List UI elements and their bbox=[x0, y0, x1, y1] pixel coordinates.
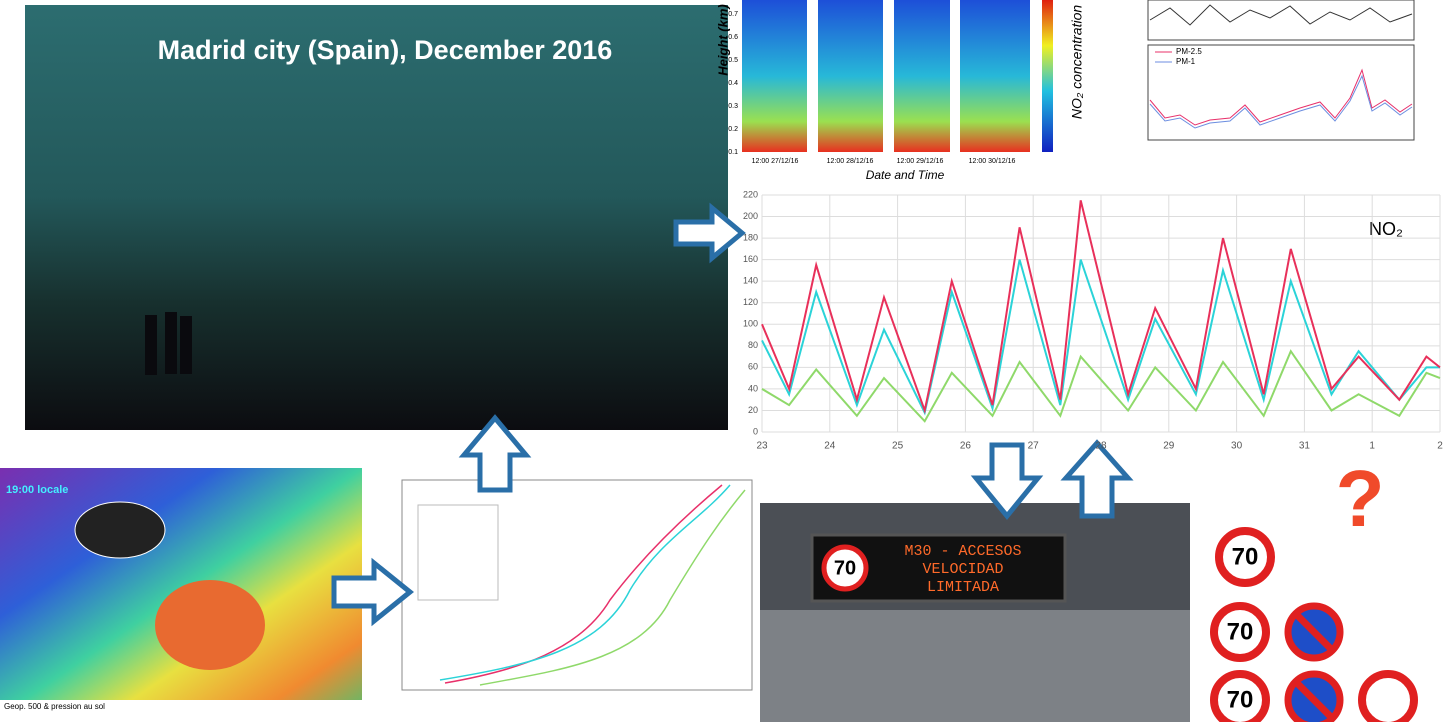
map-footer-bg bbox=[0, 700, 362, 722]
x-tick-label: 29 bbox=[1163, 441, 1175, 452]
x-tick-label: 1 bbox=[1369, 441, 1375, 452]
y-tick-label: 100 bbox=[743, 319, 758, 329]
heatmap-x-tick: 12:00 30/12/16 bbox=[969, 158, 1016, 165]
speed-sign bbox=[1210, 670, 1270, 722]
profile-line bbox=[479, 489, 746, 686]
arrow-right bbox=[331, 557, 414, 627]
x-tick-label: 28 bbox=[1095, 441, 1107, 452]
no-parking-bar bbox=[1293, 611, 1335, 653]
heatmap-y-tick: 0.7 bbox=[728, 11, 738, 18]
heatmap-panel bbox=[894, 0, 950, 152]
temperature-profile bbox=[401, 479, 753, 691]
x-tick-label: 31 bbox=[1299, 441, 1311, 452]
heatmap-y-tick: 0.3 bbox=[728, 103, 738, 110]
x-tick-label: 2 bbox=[1437, 441, 1443, 452]
profile-line bbox=[444, 484, 723, 684]
speed-sign bbox=[1210, 602, 1270, 662]
tower bbox=[180, 316, 192, 374]
x-tick-label: 24 bbox=[824, 441, 836, 452]
arrow-right bbox=[673, 202, 746, 264]
x-tick-label: 26 bbox=[960, 441, 972, 452]
particle-line bbox=[1149, 4, 1413, 26]
x-tick-label: 25 bbox=[892, 441, 904, 452]
y-tick-label: 200 bbox=[743, 211, 758, 221]
x-tick-label: 27 bbox=[1028, 441, 1040, 452]
photo-title: Madrid city (Spain), December 2016 bbox=[158, 35, 613, 65]
series-label: NO₂ bbox=[1369, 219, 1403, 239]
no-vehicles-sign bbox=[1358, 670, 1418, 722]
sign-line: VELOCIDAD bbox=[922, 561, 1003, 578]
profile-line bbox=[439, 484, 731, 681]
speed-sign-text: 70 bbox=[1227, 618, 1254, 645]
road-signs: ? 70 70 70 bbox=[1210, 454, 1418, 722]
sign-line: LIMITADA bbox=[927, 579, 999, 596]
pm-top-frame bbox=[1147, 0, 1415, 41]
tower bbox=[165, 312, 177, 374]
warm-region bbox=[155, 580, 265, 670]
y-tick-label: 220 bbox=[743, 189, 758, 199]
sign-line: M30 - ACCESOS bbox=[904, 543, 1021, 560]
heatmap-y-tick: 0.2 bbox=[728, 126, 738, 133]
heatmap-y-tick: 0.1 bbox=[728, 149, 738, 156]
colorbar-label: NO₂ concentration bbox=[1069, 5, 1085, 119]
y-tick-label: 160 bbox=[743, 254, 758, 264]
y-tick-label: 0 bbox=[753, 426, 758, 436]
heatmap-y-tick: 0.6 bbox=[728, 34, 738, 41]
colorbar bbox=[1042, 0, 1053, 152]
map-footer: Geop. 500 & pression au sol bbox=[4, 702, 105, 711]
profile-legend bbox=[417, 504, 499, 601]
y-tick-label: 140 bbox=[743, 276, 758, 286]
sign-speed-circle bbox=[821, 544, 869, 592]
road bbox=[760, 610, 1190, 722]
x-tick-label: 23 bbox=[756, 441, 768, 452]
speed-sign-text: 70 bbox=[1227, 686, 1254, 713]
speed-sign bbox=[1215, 527, 1275, 587]
pm-frame bbox=[1147, 44, 1415, 141]
x-tick-label: 30 bbox=[1231, 441, 1243, 452]
legend-label: PM-1 bbox=[1176, 57, 1196, 66]
no-parking-bar bbox=[1293, 679, 1335, 721]
tower bbox=[145, 315, 157, 375]
heatmap-x-tick: 12:00 27/12/16 bbox=[752, 158, 799, 165]
heatmap-panel bbox=[818, 0, 883, 152]
y-tick-label: 20 bbox=[748, 405, 758, 415]
heatmap-panel bbox=[960, 0, 1030, 152]
y-tick-label: 80 bbox=[748, 340, 758, 350]
pm25-line bbox=[1149, 68, 1413, 126]
y-tick-label: 40 bbox=[748, 383, 758, 393]
heatmap-x-label: Date and Time bbox=[866, 168, 945, 182]
heatmap-panel bbox=[742, 0, 807, 152]
heatmap-y-label: Height (km) bbox=[715, 4, 730, 76]
photo-background bbox=[25, 5, 728, 430]
city-photo: Madrid city (Spain), December 2016 bbox=[25, 5, 728, 430]
map-time: 19:00 locale bbox=[6, 484, 68, 496]
speed-sign-text: 70 bbox=[1232, 543, 1259, 570]
arrow-up bbox=[1060, 439, 1134, 519]
y-tick-label: 180 bbox=[743, 232, 758, 242]
lidar-heatmap: Height (km) NO₂ concentration Date and T… bbox=[715, 0, 1085, 182]
heatmap-x-tick: 12:00 29/12/16 bbox=[897, 158, 944, 165]
pm1-line bbox=[1149, 74, 1413, 129]
pm-chart: PM-2.5 PM-1 bbox=[1147, 0, 1415, 141]
arrow-up bbox=[458, 414, 532, 493]
no2-chart: NO₂ 0 20 40 60 80 100 120 140 160 180 200 220 23 24 25… bbox=[743, 189, 1443, 451]
low-pressure bbox=[74, 501, 166, 559]
series-line bbox=[761, 349, 1441, 423]
heatmap-y-tick: 0.5 bbox=[728, 57, 738, 64]
sign-speed: 70 bbox=[834, 557, 856, 579]
question-mark: ? bbox=[1336, 454, 1385, 543]
weather-map: 19:00 locale Geop. 500 & pression au sol bbox=[0, 468, 362, 722]
series-line bbox=[761, 200, 1441, 415]
heatmap-x-tick: 12:00 28/12/16 bbox=[827, 158, 874, 165]
heatmap-y-tick: 0.4 bbox=[728, 80, 738, 87]
legend-label: PM-2.5 bbox=[1176, 47, 1202, 56]
y-tick-label: 60 bbox=[748, 362, 758, 372]
y-tick-label: 120 bbox=[743, 297, 758, 307]
arrow-down bbox=[970, 442, 1044, 520]
traffic-photo: 70 M30 - ACCESOS VELOCIDAD LIMITADA bbox=[760, 503, 1190, 722]
